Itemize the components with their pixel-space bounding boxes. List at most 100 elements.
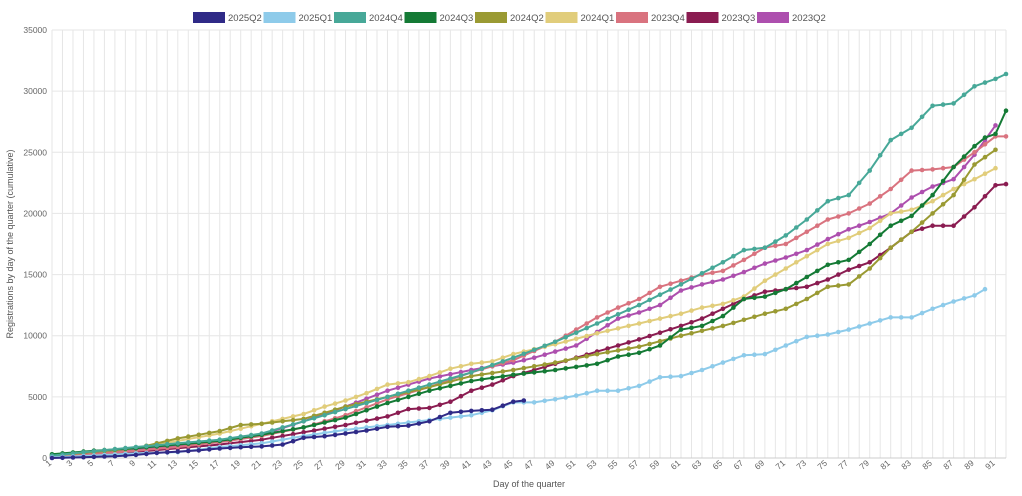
data-point xyxy=(657,292,663,298)
data-point xyxy=(710,279,715,285)
legend-item-2024Q4[interactable]: 2024Q4 xyxy=(334,12,403,24)
data-point xyxy=(479,377,485,382)
data-point xyxy=(248,422,254,427)
data-point xyxy=(909,125,914,131)
data-point xyxy=(699,323,705,329)
data-point xyxy=(804,247,810,253)
data-point xyxy=(720,277,726,282)
data-point xyxy=(836,195,841,201)
data-point xyxy=(626,301,631,306)
data-point xyxy=(783,255,789,260)
data-point xyxy=(573,336,579,342)
data-point xyxy=(469,412,474,418)
legend-item-2023Q3[interactable]: 2023Q3 xyxy=(686,12,756,24)
legend-item-2024Q1[interactable]: 2024Q1 xyxy=(545,12,615,24)
data-point xyxy=(699,282,705,287)
data-point xyxy=(511,351,516,357)
data-point xyxy=(584,390,589,396)
data-point xyxy=(710,364,715,369)
data-point xyxy=(552,397,558,402)
data-point xyxy=(836,214,841,219)
data-point xyxy=(458,381,464,386)
legend-item-2025Q1[interactable]: 2025Q1 xyxy=(263,12,333,24)
data-point xyxy=(804,274,810,280)
data-point xyxy=(815,208,820,213)
data-point xyxy=(626,340,631,345)
data-point xyxy=(856,324,862,329)
data-point xyxy=(836,283,841,288)
x-tick-label: 69 xyxy=(752,458,766,472)
data-point xyxy=(301,425,306,430)
data-point xyxy=(448,415,453,420)
data-point xyxy=(636,321,642,326)
x-tick-label: 55 xyxy=(606,458,620,472)
data-point xyxy=(605,328,610,334)
data-point xyxy=(395,385,401,391)
data-point xyxy=(332,417,338,423)
data-point xyxy=(290,427,296,432)
data-point xyxy=(311,428,317,433)
legend-item-2025Q2[interactable]: 2025Q2 xyxy=(193,12,262,24)
data-point xyxy=(280,437,285,443)
x-tick-label: 29 xyxy=(333,458,347,472)
legend-item-2023Q4[interactable]: 2023Q4 xyxy=(616,12,685,24)
data-point xyxy=(888,315,893,320)
data-point xyxy=(584,363,589,368)
data-point xyxy=(982,80,988,85)
x-tick-label: 39 xyxy=(438,458,452,472)
data-point xyxy=(626,323,631,329)
data-point xyxy=(207,430,212,436)
data-point xyxy=(395,423,401,429)
data-point xyxy=(311,416,317,421)
legend-swatch xyxy=(404,12,437,23)
legend-item-2023Q2[interactable]: 2023Q2 xyxy=(757,12,826,24)
data-point xyxy=(49,455,55,461)
data-point xyxy=(993,183,998,188)
data-point xyxy=(636,296,642,302)
series-line xyxy=(51,399,524,459)
data-point xyxy=(678,278,684,284)
legend-label: 2023Q2 xyxy=(792,13,826,24)
data-point xyxy=(762,294,768,299)
data-point xyxy=(961,296,967,301)
data-point xyxy=(720,306,726,312)
data-point xyxy=(741,317,747,323)
legend-item-2024Q3[interactable]: 2024Q3 xyxy=(404,12,474,24)
data-point xyxy=(773,243,778,249)
data-point xyxy=(710,265,715,271)
data-point xyxy=(479,385,485,391)
data-point xyxy=(437,370,443,375)
x-axis-title: Day of the quarter xyxy=(493,479,565,489)
data-point xyxy=(542,398,547,404)
data-point xyxy=(144,443,149,449)
data-point xyxy=(542,352,547,358)
data-point xyxy=(993,165,998,171)
data-point xyxy=(374,404,380,409)
data-point xyxy=(888,137,893,143)
data-point xyxy=(815,247,820,253)
data-point xyxy=(720,301,726,307)
data-point xyxy=(794,235,799,241)
data-point xyxy=(752,265,757,271)
data-point xyxy=(165,441,170,447)
x-tick-label: 49 xyxy=(543,458,557,472)
data-point xyxy=(458,373,464,378)
data-point xyxy=(710,318,715,324)
data-point xyxy=(888,223,893,228)
legend-swatch xyxy=(475,12,507,23)
data-point xyxy=(448,366,453,372)
data-point xyxy=(573,356,579,361)
data-point xyxy=(500,369,506,374)
data-point xyxy=(678,373,684,379)
data-point xyxy=(531,355,537,361)
data-point xyxy=(458,376,464,382)
data-point xyxy=(238,444,243,450)
data-point xyxy=(479,372,485,377)
data-point xyxy=(573,364,579,370)
data-point xyxy=(406,394,411,400)
legend-item-2024Q2[interactable]: 2024Q2 xyxy=(475,12,544,24)
data-point xyxy=(668,287,673,292)
data-point xyxy=(427,419,432,424)
data-point xyxy=(322,404,327,409)
data-point xyxy=(626,307,631,313)
